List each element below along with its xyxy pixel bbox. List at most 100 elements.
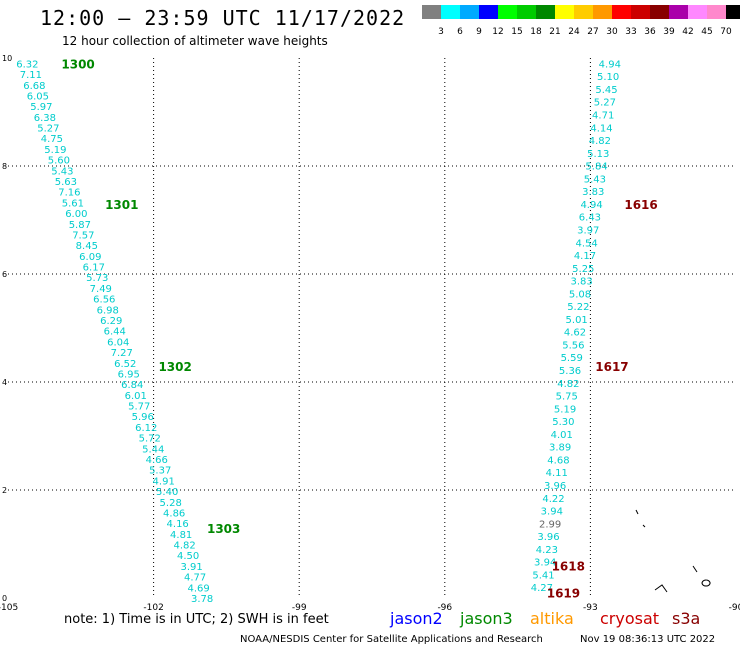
wave-height-value: 6.43 (579, 213, 601, 224)
wave-height-value: 5.22 (567, 302, 589, 313)
wave-height-value: 4.82 (174, 541, 196, 552)
y-tick-label: 0 (2, 594, 7, 603)
colorbar-swatch (498, 5, 517, 19)
wave-height-value: 5.27 (594, 98, 616, 109)
colorbar-swatch (574, 5, 593, 19)
colorbar-label: 21 (549, 27, 561, 37)
wave-height-value: 4.22 (542, 494, 564, 505)
wave-height-value: 6.32 (16, 59, 38, 70)
wave-height-value: 5.27 (37, 124, 59, 135)
wave-height-value: 3.96 (537, 532, 559, 543)
wave-height-value: 3.83 (571, 277, 593, 288)
x-tick-label: -93 (583, 603, 598, 613)
colorbar-swatch (707, 5, 726, 19)
map-subtitle: 12 hour collection of altimeter wave hei… (62, 34, 328, 48)
wave-height-value: 5.97 (30, 102, 52, 113)
wave-height-value: 5.43 (51, 166, 73, 177)
colorbar-label: 39 (663, 27, 675, 37)
wave-height-value: 6.05 (27, 91, 49, 102)
colorbar-label: 15 (511, 27, 523, 37)
colorbar-swatch (612, 5, 631, 19)
wave-height-value: 4.23 (536, 545, 558, 556)
wave-height-value: 5.56 (562, 340, 584, 351)
wave-height-value: 5.96 (132, 412, 154, 423)
x-tick-label: -90 (729, 603, 740, 613)
wave-height-value: 3.96 (544, 481, 566, 492)
wave-height-value: 5.10 (597, 72, 619, 83)
colorbar-swatch (726, 5, 740, 19)
y-tick-label: 2 (2, 486, 7, 495)
wave-height-value: 4.68 (547, 455, 569, 466)
colorbar-swatch (479, 5, 498, 19)
y-tick-label: 4 (2, 378, 7, 387)
wave-height-value: 5.75 (556, 392, 578, 403)
credit-line: NOAA/NESDIS Center for Satellite Applica… (240, 634, 543, 645)
wave-height-value: 5.61 (62, 198, 84, 209)
wave-height-value: 6.12 (135, 423, 157, 434)
footer-note: note: 1) Time is in UTC; 2) SWH is in fe… (64, 612, 329, 627)
wave-height-value: 5.73 (86, 273, 108, 284)
wave-height-value: 5.37 (149, 466, 171, 477)
time-label: 1300 (61, 57, 94, 71)
colorbar-label: 70 (720, 27, 732, 37)
wave-height-value: 5.84 (585, 162, 607, 173)
generated-timestamp: Nov 19 08:36:13 UTC 2022 (580, 634, 716, 645)
wave-height-value: 4.77 (184, 573, 206, 584)
wave-height-value: 5.63 (55, 177, 77, 188)
wave-height-value: 3.83 (582, 187, 604, 198)
time-label: 1302 (158, 360, 191, 374)
colorbar-swatch (631, 5, 650, 19)
wave-height-value: 3.94 (534, 558, 556, 569)
wave-height-value: 4.16 (167, 519, 189, 530)
colorbar-label: 27 (587, 27, 599, 37)
colorbar-label: 42 (682, 27, 694, 37)
wave-height-value: 5.36 (559, 366, 581, 377)
wave-height-value: 5.60 (48, 156, 70, 167)
colorbar-swatch (441, 5, 460, 19)
wave-height-value: 4.91 (153, 476, 175, 487)
wave-height-value: 5.13 (587, 149, 609, 160)
wave-height-value: 4.27 (531, 583, 553, 594)
wave-height-value: 5.43 (584, 174, 606, 185)
colorbar-label: 36 (644, 27, 656, 37)
wave-height-value: 2.99 (539, 519, 561, 530)
time-label: 1619 (547, 587, 580, 601)
wave-height-value: 7.11 (20, 70, 42, 81)
wave-height-value: 6.38 (34, 113, 56, 124)
colorbar-label: 18 (530, 27, 542, 37)
wave-height-value: 6.44 (104, 327, 126, 338)
wave-height-value: 6.00 (65, 209, 87, 220)
y-tick-label: 10 (2, 54, 12, 63)
colorbar-swatch (650, 5, 669, 19)
wave-height-value: 6.84 (121, 380, 143, 391)
wave-height-value: 3.91 (181, 562, 203, 573)
time-label: 1303 (207, 522, 240, 536)
y-tick-label: 6 (2, 270, 7, 279)
wave-height-value: 3.89 (549, 443, 571, 454)
satellite-legend-s3a: s3a (672, 609, 701, 628)
wave-height-value: 4.66 (146, 455, 168, 466)
colorbar-swatch (555, 5, 574, 19)
wave-height-value: 3.94 (541, 507, 563, 518)
satellite-legend-jason2: jason2 (390, 609, 443, 628)
x-tick-label: -105 (0, 603, 18, 613)
satellite-legend-cryosat: cryosat (600, 609, 660, 628)
colorbar-swatch (688, 5, 707, 19)
wave-height-value: 5.44 (142, 444, 164, 455)
wave-height-value: 6.04 (107, 337, 129, 348)
wave-height-value: 6.95 (118, 369, 140, 380)
wave-height-value: 4.69 (188, 583, 210, 594)
wave-height-value: 6.17 (83, 263, 105, 274)
wave-height-value: 8.45 (76, 241, 98, 252)
colorbar-label: 12 (492, 27, 504, 37)
colorbar-swatch (593, 5, 612, 19)
wave-height-value: 4.01 (551, 430, 573, 441)
wave-height-value: 5.19 (44, 145, 66, 156)
x-tick-label: -102 (143, 603, 163, 613)
wave-height-value: 6.29 (100, 316, 122, 327)
x-tick-label: -96 (437, 603, 452, 613)
colorbar-swatch (517, 5, 536, 19)
colorbar-label: 9 (476, 27, 482, 37)
colorbar-label: 3 (438, 27, 444, 37)
wave-height-value: 4.14 (590, 123, 612, 134)
